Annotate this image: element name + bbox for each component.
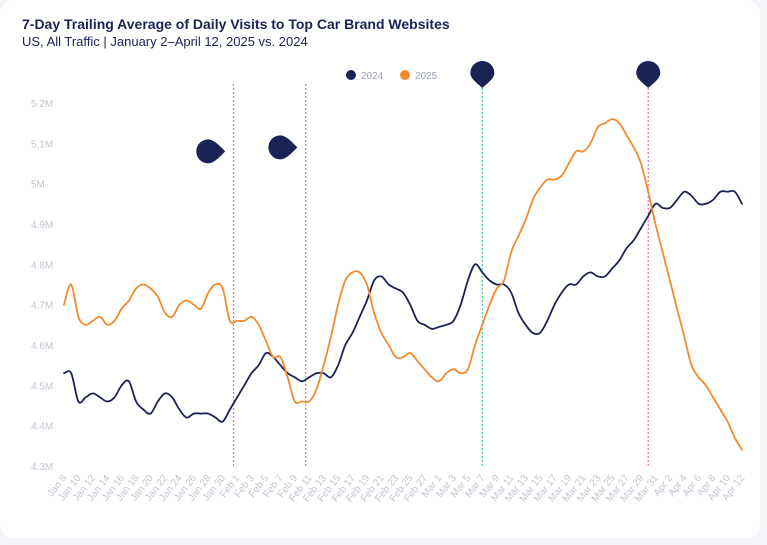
series-line-2025 (63, 118, 743, 451)
y-tick-label: 5.1M (31, 139, 53, 150)
series-line-2024 (63, 189, 743, 423)
y-tick-label: 4.6M (31, 341, 53, 352)
legend-swatch-2024 (346, 70, 356, 80)
line-chart: 2024 2025 4.3M 4.4M 4.5M 4.6M 4.7M 4.8M 4.9M 5M… (31, 61, 748, 505)
y-tick-label: 4.7M (31, 301, 53, 312)
event-marker-pin (268, 135, 298, 160)
chart-title: 7-Day Trailing Average of Daily Visits t… (22, 16, 450, 32)
legend-label-2024: 2024 (361, 71, 384, 82)
y-tick-label: 4.3M (31, 462, 53, 473)
y-tick-label: 4.4M (31, 422, 53, 433)
y-tick-label: 4.5M (31, 381, 53, 392)
event-markers (196, 61, 661, 164)
y-tick-label: 4.9M (31, 220, 53, 231)
event-marker-pin (636, 61, 661, 88)
legend-swatch-2025 (400, 70, 410, 80)
y-tick-label: 4.8M (31, 260, 53, 271)
y-axis-ticks: 4.3M 4.4M 4.5M 4.6M 4.7M 4.8M 4.9M 5M 5.1M 5.2M (31, 99, 53, 473)
event-marker-pin (470, 61, 495, 88)
legend-label-2025: 2025 (415, 71, 438, 82)
event-marker-pin (196, 139, 226, 164)
chart-card: 7-Day Trailing Average of Daily Visits t… (0, 0, 760, 538)
series-lines (63, 118, 743, 451)
chart-subtitle: US, All Traffic | January 2–April 12, 20… (22, 34, 308, 49)
y-tick-label: 5M (31, 180, 45, 191)
y-tick-label: 5.2M (31, 99, 53, 110)
legend: 2024 2025 (346, 70, 438, 82)
